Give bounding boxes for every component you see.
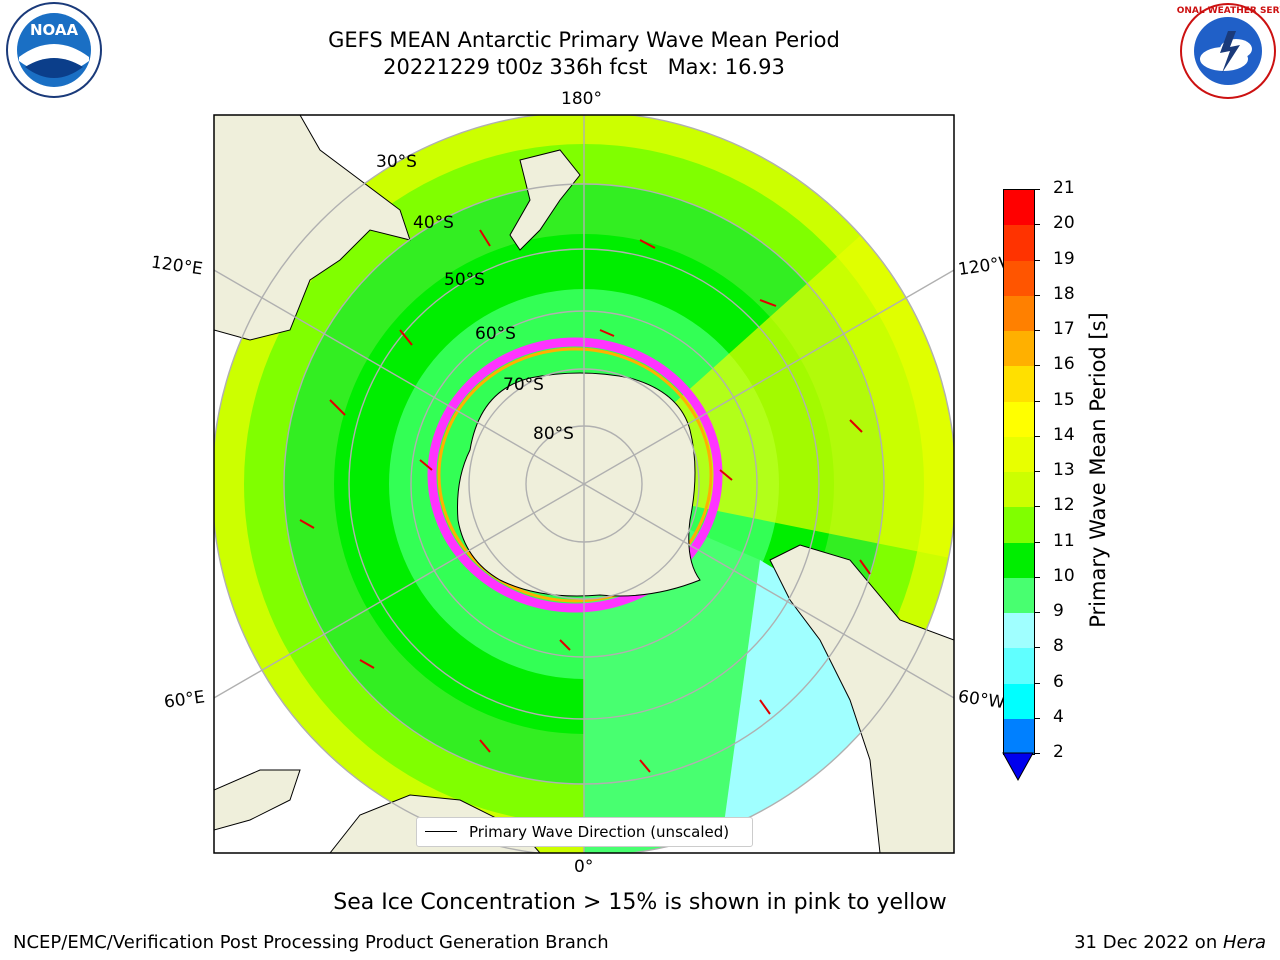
colorbar-tick-mark [1034,294,1040,296]
south-america [769,544,954,853]
madagascar [214,769,301,831]
australia [214,115,411,341]
colorbar-tick-mark [1034,400,1040,402]
colorbar-tick-label: 9 [1053,601,1064,621]
nws-logo-text: NATIONAL WEATHER SERVICE [1176,6,1280,16]
colorbar-tick-label: 2 [1053,742,1064,762]
nws-logo: NATIONAL WEATHER SERVICE [1176,3,1280,99]
lat-label-60s: 60°S [475,324,516,344]
colorbar-extend-arrow [1002,752,1034,782]
colorbar-tick-label: 8 [1053,636,1064,657]
colorbar-tick-mark [1034,576,1040,578]
colorbar-tick-label: 11 [1053,530,1075,551]
lon-label-top: 180° [561,89,602,109]
noaa-logo-text: NOAA [30,21,79,39]
colorbar-tick-mark [1034,471,1040,472]
colorbar-segment [1004,190,1034,226]
legend-text: Primary Wave Direction (unscaled) [469,823,730,841]
colorbar-tick-mark [1034,753,1040,754]
colorbar-segment [1004,225,1034,261]
colorbar-segment [1004,472,1034,508]
colorbar-tick-label: 21 [1053,178,1075,198]
colorbar-tick-label: 4 [1053,706,1064,727]
colorbar-segment [1004,436,1034,472]
footer-date-text: 31 Dec 2022 on [1074,932,1223,953]
colorbar-tick-label: 20 [1053,213,1075,234]
colorbar-segment [1004,577,1034,613]
colorbar-segment [1004,648,1034,684]
map-frame [213,114,955,854]
colorbar-segment [1004,613,1034,649]
colorbar-tick-label: 18 [1053,283,1075,304]
colorbar-tick-label: 12 [1053,495,1075,516]
colorbar-tick-mark [1034,682,1040,684]
colorbar-tick-label: 19 [1053,248,1075,269]
colorbar-segment [1004,331,1034,367]
footer-date: 31 Dec 2022 on Hera [1074,932,1266,953]
colorbar-segment [1004,507,1034,543]
footer-machine: Hera [1222,932,1266,953]
new-zealand [509,149,581,251]
colorbar-tick-mark [1034,541,1040,543]
footer-credit: NCEP/EMC/Verification Post Processing Pr… [13,932,609,953]
colorbar-segment [1004,295,1034,331]
colorbar-tick-label: 14 [1053,424,1075,445]
colorbar-segment [1004,260,1034,296]
colorbar-tick-mark [1034,224,1040,226]
colorbar-tick-label: 15 [1053,389,1075,410]
colorbar-label: Primary Wave Mean Period [s] [1086,312,1110,628]
colorbar-segment [1004,401,1034,437]
colorbar [1003,189,1035,755]
colorbar-tick-label: 10 [1053,565,1075,586]
map-legend: Primary Wave Direction (unscaled) [416,817,753,847]
lat-label-70s: 70°S [503,375,544,395]
lat-label-80s: 80°S [533,424,574,444]
colorbar-tick-mark [1034,330,1040,331]
graticule [214,115,954,853]
lon-label-bottom: 0° [574,857,594,877]
colorbar-tick-mark [1034,717,1040,719]
colorbar-tick-mark [1034,435,1040,437]
wave-direction-arrows [299,229,871,773]
colorbar-tick-mark [1034,612,1040,613]
title-line-2: 20221229 t00z 336h fcst Max: 16.93 [383,55,785,79]
lat-label-30s: 30°S [376,152,417,172]
colorbar-tick-label: 17 [1053,319,1075,339]
lat-label-40s: 40°S [413,213,454,233]
colorbar-tick-mark [1034,259,1040,261]
colorbar-segment [1004,718,1034,754]
antarctica [457,372,701,597]
sea-ice-caption: Sea Ice Concentration > 15% is shown in … [333,890,947,915]
colorbar-tick-mark [1034,365,1040,367]
colorbar-tick-label: 6 [1053,671,1064,692]
colorbar-tick-label: 13 [1053,460,1075,480]
colorbar-segment [1004,683,1034,719]
legend-line-sample [425,831,457,832]
colorbar-segment [1004,366,1034,402]
colorbar-tick-mark [1034,189,1040,190]
colorbar-tick-label: 16 [1053,354,1075,375]
colorbar-tick-mark [1034,647,1040,649]
noaa-logo: NOAA [6,2,102,98]
colorbar-tick-mark [1034,506,1040,508]
sea-ice-rim [427,337,723,613]
colorbar-segment [1004,542,1034,578]
title-line-1: GEFS MEAN Antarctic Primary Wave Mean Pe… [328,28,840,52]
lat-label-50s: 50°S [444,270,485,290]
